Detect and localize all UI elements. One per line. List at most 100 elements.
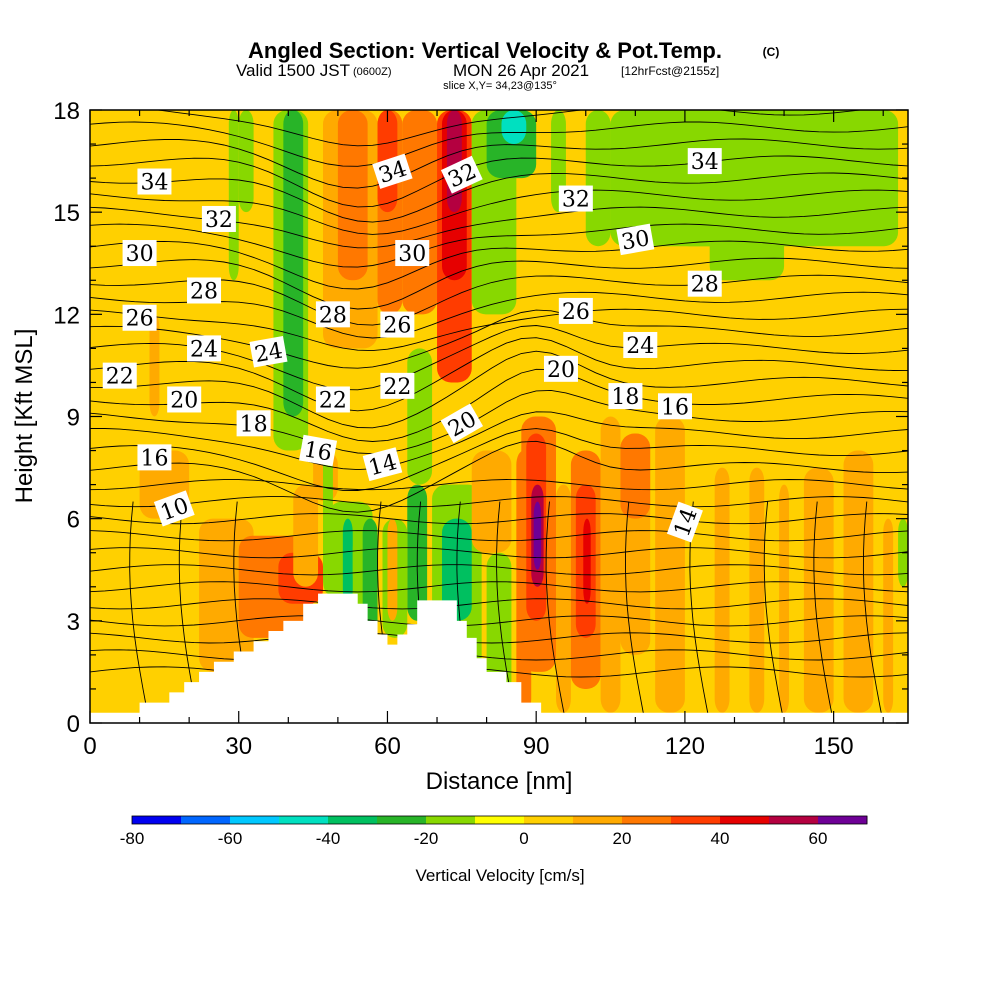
y-tick-label: 0 xyxy=(67,711,80,738)
isentrope-line xyxy=(90,337,908,412)
isentrope-label-text: 28 xyxy=(319,303,347,328)
isentrope-line xyxy=(90,350,908,429)
isentrope-line xyxy=(90,564,908,576)
isentrope-label: 32 xyxy=(558,185,593,213)
velocity-region xyxy=(749,467,765,713)
isentrope-label: 32 xyxy=(201,205,236,233)
colorbar-label: Vertical Velocity [cm/s] xyxy=(415,866,584,885)
velocity-region xyxy=(387,518,398,621)
colorbar-frame xyxy=(131,815,868,825)
velocity-region xyxy=(556,484,571,713)
copyright-mark: (C) xyxy=(763,45,780,59)
isentrope-line xyxy=(545,501,567,723)
x-tick-label: 60 xyxy=(374,733,401,760)
isentrope-label: 24 xyxy=(249,336,288,368)
isentrope-label-text: 18 xyxy=(240,412,268,437)
isentrope-line xyxy=(90,189,908,235)
isentrope-line xyxy=(154,110,865,147)
x-tick-label: 30 xyxy=(225,733,252,760)
colorbar-swatch xyxy=(181,816,231,824)
colorbar-swatch xyxy=(671,816,721,824)
isentrope-label-text: 24 xyxy=(253,339,285,368)
isentrope-line xyxy=(90,632,908,644)
colorbar-swatch xyxy=(328,816,378,824)
isentrope-line xyxy=(90,155,908,208)
velocity-region xyxy=(779,484,790,713)
isentrope-label-text: 24 xyxy=(626,334,654,359)
y-axis-label: Height [Kft MSL] xyxy=(11,329,38,504)
isentrope-label: 26 xyxy=(380,311,415,339)
isentrope-line xyxy=(90,325,908,391)
colorbar-swatch xyxy=(377,816,427,824)
isentrope-label-text: 28 xyxy=(190,279,218,304)
isentrope-label-text: 22 xyxy=(106,365,134,390)
isentrope-line xyxy=(763,501,785,723)
plot-area xyxy=(90,110,908,723)
isentrope-label: 24 xyxy=(623,331,658,359)
x-tick-label: 150 xyxy=(814,733,854,760)
velocity-region xyxy=(803,467,834,713)
colorbar-tick-label: 60 xyxy=(809,829,828,848)
velocity-region xyxy=(501,110,527,145)
valid-time-line: Valid 1500 JST (0600Z) MON 26 Apr 2021 [… xyxy=(236,61,719,80)
isentrope-label-text: 16 xyxy=(661,395,689,420)
isentrope-line xyxy=(813,501,835,723)
isentrope-line xyxy=(90,121,908,167)
isentrope-label-text: 34 xyxy=(691,150,719,175)
colorbar-swatch xyxy=(573,816,623,824)
isentrope-label-text: 26 xyxy=(383,314,411,339)
velocity-region xyxy=(585,110,611,247)
isentrope-line xyxy=(90,309,908,369)
isentrope-labels: 3432302826242220181610242822163430262214… xyxy=(102,148,722,543)
velocity-region xyxy=(533,501,542,570)
slice-info: slice X,Y= 34,23@135° xyxy=(443,80,557,92)
velocity-region xyxy=(583,518,591,604)
isentrope-line xyxy=(90,440,908,513)
colorbar-swatch xyxy=(426,816,476,824)
isentrope-label: 22 xyxy=(380,372,415,400)
y-tick-label: 6 xyxy=(67,507,80,534)
isentrope-label: 34 xyxy=(687,148,722,175)
colorbar-tick-label: 20 xyxy=(613,829,632,848)
velocity-region xyxy=(655,416,685,713)
isentrope-label: 34 xyxy=(137,168,172,196)
isentrope-label: 20 xyxy=(167,386,202,413)
x-tick-label: 120 xyxy=(665,733,705,760)
valid-time-date: MON 26 Apr 2021 xyxy=(453,61,589,80)
y-tick-label: 12 xyxy=(53,302,80,329)
velocity-region xyxy=(709,178,785,281)
colorbar-tick-label: -80 xyxy=(120,829,145,848)
colorbar-swatch xyxy=(818,816,868,824)
isentrope-label-text: 26 xyxy=(126,307,154,332)
colorbar-swatch xyxy=(720,816,770,824)
isentrope-line xyxy=(90,138,908,189)
colorbar-tick-label: 40 xyxy=(711,829,730,848)
chart-title: Angled Section: Vertical Velocity & Pot.… xyxy=(248,38,722,63)
x-axis-label: Distance [nm] xyxy=(426,768,573,795)
isentrope-label: 24 xyxy=(187,335,222,362)
isentrope-line xyxy=(90,428,908,491)
isentrope-label: 34 xyxy=(372,153,413,189)
isentrope-label-text: 34 xyxy=(140,171,168,196)
isentrope-label: 26 xyxy=(122,304,157,332)
isentrope-label-text: 18 xyxy=(611,385,639,410)
colorbar-swatch xyxy=(622,816,672,824)
isentrope-line xyxy=(90,615,908,627)
valid-time-utc: (0600Z) xyxy=(353,66,392,78)
colorbar: -80 -60 -40 -20 0 20 40 60 xyxy=(120,815,868,848)
velocity-region xyxy=(149,314,160,417)
velocity-region xyxy=(674,110,899,247)
isentrope-line xyxy=(90,291,908,339)
isentrope-label: 16 xyxy=(137,444,172,471)
isentrope-line xyxy=(90,581,908,593)
velocity-region xyxy=(402,110,438,315)
isentrope-label-text: 16 xyxy=(140,446,168,471)
isentrope-line xyxy=(90,479,908,491)
isentrope-label-text: 30 xyxy=(620,226,652,255)
isentrope-line xyxy=(90,530,908,542)
colorbar-tick-label: -60 xyxy=(218,829,243,848)
velocity-region xyxy=(337,110,368,281)
isentrope-label: 28 xyxy=(687,270,722,298)
terrain xyxy=(90,593,908,723)
isentrope-label: 28 xyxy=(187,277,222,304)
